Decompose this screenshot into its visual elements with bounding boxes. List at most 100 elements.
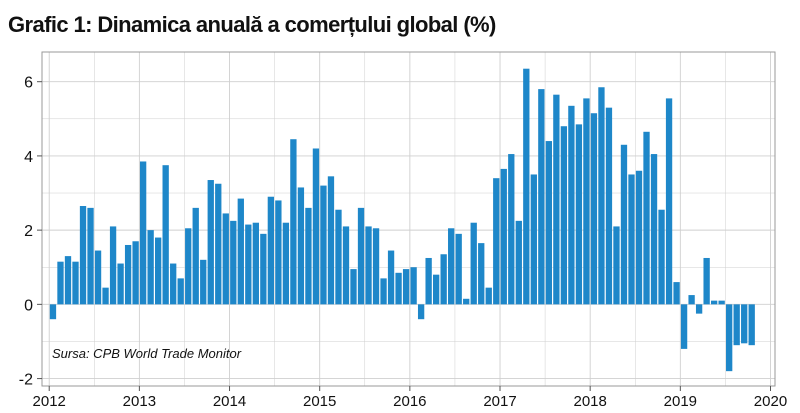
bar xyxy=(643,131,650,305)
bar xyxy=(530,174,537,305)
y-tick-label: 2 xyxy=(24,223,33,240)
bar xyxy=(185,228,192,305)
bar xyxy=(688,295,695,305)
bar xyxy=(155,237,162,305)
bar xyxy=(560,126,568,305)
grid-lines xyxy=(42,52,775,386)
bar xyxy=(260,233,267,305)
bar xyxy=(357,207,365,305)
bar xyxy=(605,107,613,305)
x-tick-label: 2014 xyxy=(213,393,246,410)
bar xyxy=(312,148,320,305)
bar xyxy=(538,89,545,305)
bar xyxy=(49,304,57,320)
bar xyxy=(222,213,229,305)
bar xyxy=(245,224,252,305)
y-tick-label: 6 xyxy=(24,75,33,92)
x-tick-label: 2017 xyxy=(483,393,516,410)
x-tick-label: 2018 xyxy=(573,393,606,410)
bar xyxy=(523,68,530,305)
bar xyxy=(395,272,402,305)
bar xyxy=(620,144,628,305)
x-tick-label: 2019 xyxy=(664,393,697,410)
bar xyxy=(64,256,72,305)
bar xyxy=(109,226,117,305)
bar xyxy=(252,222,259,305)
bar xyxy=(448,228,455,305)
bar xyxy=(282,222,290,305)
bar xyxy=(410,267,417,305)
x-tick-label: 2020 xyxy=(754,393,787,410)
bar xyxy=(139,161,147,305)
y-tick-label: 4 xyxy=(24,149,33,166)
bar xyxy=(215,183,222,305)
bar xyxy=(320,185,327,305)
bar xyxy=(485,287,492,305)
bar xyxy=(748,304,755,346)
bar xyxy=(387,250,395,305)
bar xyxy=(335,209,342,305)
bar xyxy=(124,244,132,305)
bar xyxy=(305,207,312,305)
bar xyxy=(478,243,485,305)
bar xyxy=(508,154,515,305)
bar xyxy=(658,209,665,305)
x-tick-label: 2012 xyxy=(33,393,66,410)
bar xyxy=(380,278,387,305)
bar xyxy=(650,154,658,305)
x-tick-label: 2015 xyxy=(303,393,336,410)
bar xyxy=(635,170,643,305)
bar xyxy=(342,226,350,305)
y-axis-ticks: -2 0 2 4 6 xyxy=(19,75,42,389)
bar xyxy=(94,250,102,305)
bar xyxy=(628,174,635,305)
bar xyxy=(267,196,275,305)
plot-frame xyxy=(41,51,776,387)
bar xyxy=(583,98,590,305)
bar xyxy=(440,254,447,305)
bar xyxy=(741,304,748,344)
bar xyxy=(703,257,710,305)
source-note: Sursa: CPB World Trade Monitor xyxy=(52,346,242,361)
bar xyxy=(102,287,109,305)
bar xyxy=(545,141,553,305)
bar xyxy=(432,274,440,305)
bar xyxy=(177,278,184,305)
bar xyxy=(192,207,199,305)
bar xyxy=(726,304,733,372)
bar xyxy=(230,220,237,305)
y-tick-label: -2 xyxy=(19,372,33,389)
x-axis-ticks: 2012 2013 2014 2015 2016 2017 2018 2019 2020 xyxy=(33,386,787,410)
bar xyxy=(695,304,703,314)
bars xyxy=(49,68,755,372)
bar xyxy=(207,180,214,305)
bar xyxy=(463,298,470,305)
bar xyxy=(87,207,94,305)
bar xyxy=(372,228,380,305)
bar xyxy=(72,261,79,305)
bar xyxy=(57,261,64,305)
bar xyxy=(613,226,620,305)
bar xyxy=(132,241,139,305)
bar xyxy=(553,94,560,305)
bar xyxy=(290,139,297,305)
bar xyxy=(417,304,425,320)
bar xyxy=(79,206,87,305)
bar xyxy=(568,105,575,305)
bar xyxy=(470,222,477,305)
bar xyxy=(170,263,177,305)
bar xyxy=(598,87,605,305)
bar xyxy=(365,226,372,305)
bar xyxy=(275,200,282,305)
bar xyxy=(493,178,500,305)
bar xyxy=(575,124,583,305)
bar xyxy=(710,300,718,305)
bar xyxy=(665,98,673,305)
bar xyxy=(327,176,335,305)
bar xyxy=(117,263,124,305)
bar xyxy=(425,257,432,305)
bar xyxy=(147,230,154,305)
bar xyxy=(350,269,357,305)
y-tick-label: 0 xyxy=(24,297,33,314)
